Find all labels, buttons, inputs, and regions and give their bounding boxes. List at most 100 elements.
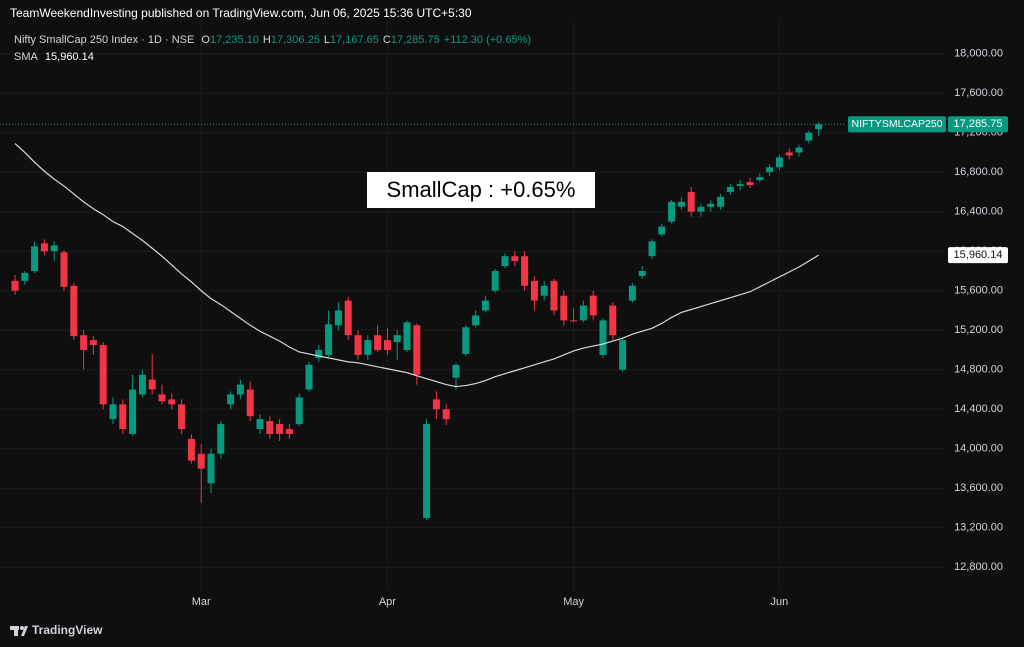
- candle-body: [119, 404, 127, 430]
- candle-body: [628, 285, 636, 301]
- candle-body: [197, 453, 205, 469]
- ohlc-value: 17,285.75: [390, 34, 440, 46]
- candle-body: [374, 335, 382, 350]
- y-tick-label: 14,400.00: [954, 403, 1003, 415]
- candle-body: [21, 272, 29, 281]
- candle-body: [756, 177, 764, 181]
- x-tick-label: Apr: [379, 596, 396, 608]
- publish-header: TeamWeekendInvesting published on Tradin…: [10, 6, 472, 20]
- candle-body: [736, 184, 744, 187]
- candle-body: [344, 300, 352, 336]
- sma-name: SMA: [14, 51, 38, 63]
- candle-body: [775, 157, 783, 168]
- candle-body: [315, 350, 323, 358]
- candle-body: [295, 397, 303, 425]
- price-tag: 17,285.75: [954, 118, 1003, 130]
- candle-body: [530, 280, 538, 301]
- candle-body: [129, 389, 137, 434]
- y-tick-label: 13,200.00: [954, 522, 1003, 534]
- candle-body: [40, 243, 48, 252]
- candle-body: [668, 201, 676, 222]
- y-tick-label: 16,400.00: [954, 206, 1003, 218]
- sma-tag-bg: [948, 247, 1008, 264]
- candle-body: [354, 335, 362, 355]
- ohlc-legend: Nifty SmallCap 250 Index · 1D · NSE O17,…: [14, 34, 539, 46]
- candle-body: [442, 409, 450, 420]
- ohlc-value: 17,167.65: [329, 34, 379, 46]
- candle-body: [148, 379, 156, 390]
- ohlc-value: 17,235.10: [209, 34, 259, 46]
- candle-body: [707, 203, 715, 207]
- footer-brand: TradingView: [32, 623, 103, 637]
- candle-body: [648, 241, 656, 257]
- candle-body: [766, 167, 774, 173]
- candle-body: [589, 295, 597, 316]
- y-tick-label: 15,600.00: [954, 285, 1003, 297]
- candle-body: [609, 305, 617, 336]
- candle-body: [432, 399, 440, 410]
- y-tick-label: 14,000.00: [954, 443, 1003, 455]
- candle-body: [550, 280, 558, 311]
- candle-body: [276, 424, 284, 434]
- candle-body: [70, 285, 78, 337]
- candle-body: [697, 206, 705, 212]
- candle-body: [511, 256, 519, 262]
- annotation: SmallCap : +0.65%: [387, 177, 576, 202]
- y-tick-label: 18,000.00: [954, 48, 1003, 60]
- candle-body: [481, 300, 489, 311]
- ohlc-value: 17,306.25: [270, 34, 320, 46]
- x-tick-label: Mar: [192, 596, 211, 608]
- candle-body: [325, 324, 333, 355]
- change-value: +112.30 (+0.65%): [443, 34, 532, 46]
- candle-body: [31, 246, 39, 271]
- candle-body: [383, 340, 391, 350]
- candle-body: [599, 320, 607, 355]
- candle-body: [452, 364, 460, 378]
- sma-line: [14, 143, 819, 388]
- candle-body: [138, 374, 146, 395]
- candle-body: [746, 182, 754, 186]
- candle-body: [217, 424, 225, 454]
- candle-body: [80, 335, 88, 350]
- candle-body: [560, 295, 568, 321]
- candle-body: [815, 124, 823, 130]
- sma-legend: SMA 15,960.14: [14, 51, 98, 63]
- candle-body: [491, 270, 499, 291]
- candle-body: [403, 322, 411, 350]
- candle-body: [89, 340, 97, 346]
- candle-body: [619, 340, 627, 370]
- ohlc-values: O17,235.10 H17,306.25 L17,167.65 C17,285.75…: [201, 34, 535, 46]
- y-tick-label: 16,800.00: [954, 166, 1003, 178]
- symbol-tag-bg: [848, 116, 946, 133]
- x-tick-label: Jun: [771, 596, 789, 608]
- candle-body: [638, 270, 646, 276]
- y-tick-label: 13,600.00: [954, 482, 1003, 494]
- candle-body: [677, 201, 685, 207]
- candle-body: [168, 399, 176, 405]
- candle-body: [805, 132, 813, 141]
- candle-body: [785, 152, 793, 156]
- candle-body: [364, 340, 372, 355]
- candle-body: [158, 394, 166, 402]
- candle-body: [178, 404, 186, 430]
- candle-body: [462, 327, 470, 354]
- ohlc-key: L: [323, 34, 330, 46]
- annotation-box: [367, 172, 595, 208]
- candle-body: [266, 421, 274, 434]
- candle-body: [256, 419, 264, 430]
- y-tick-label: 12,800.00: [954, 561, 1003, 573]
- candle-body: [109, 404, 117, 420]
- candle-body: [60, 252, 68, 287]
- candle-body: [570, 320, 578, 322]
- ohlc-key: H: [262, 34, 271, 46]
- candle-body: [236, 384, 244, 395]
- candle-body: [207, 453, 215, 484]
- candle-body: [50, 245, 58, 252]
- candle-body: [501, 256, 509, 267]
- candle-body: [658, 226, 666, 235]
- candle-body: [687, 191, 695, 212]
- x-tick-label: May: [563, 596, 584, 608]
- ohlc-key: O: [201, 34, 210, 46]
